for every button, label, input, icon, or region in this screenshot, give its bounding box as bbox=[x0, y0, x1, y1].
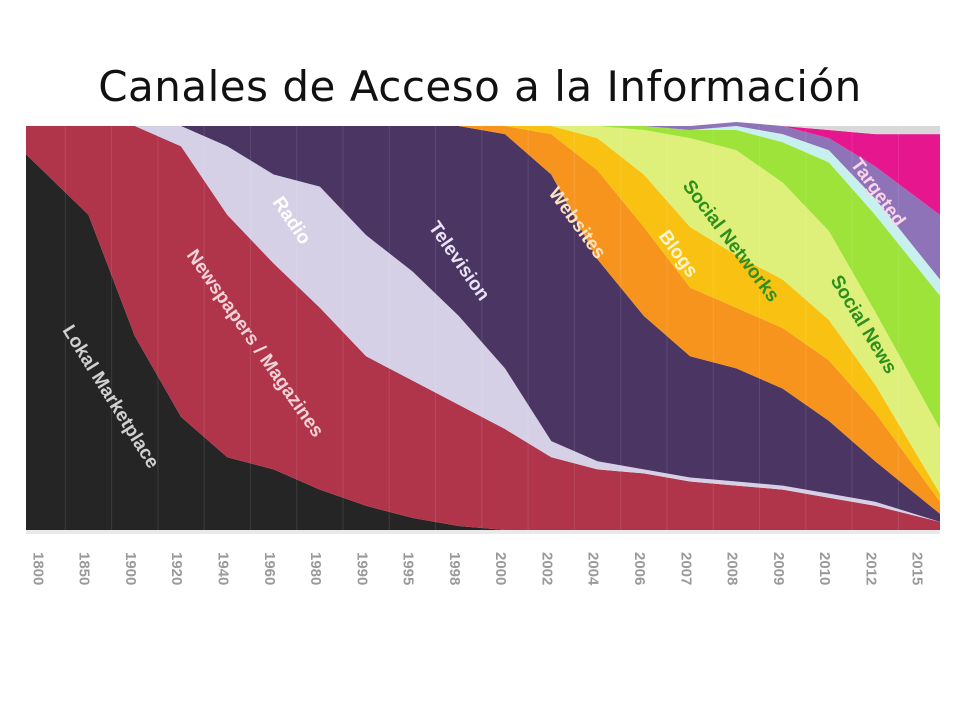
x-tick-label: 1960 bbox=[261, 552, 278, 585]
x-tick-label: 2007 bbox=[677, 552, 694, 585]
x-tick-label: 2000 bbox=[492, 552, 509, 585]
x-tick-label: 2006 bbox=[631, 552, 648, 585]
baseline-strip bbox=[26, 530, 940, 534]
x-tick-label: 1980 bbox=[307, 552, 324, 585]
x-tick-label: 2009 bbox=[770, 552, 787, 585]
x-tick-label: 1850 bbox=[76, 552, 93, 585]
x-tick-label: 2004 bbox=[585, 552, 602, 586]
stacked-area-chart: Lokal Marketplace Newspapers / MagazinesR… bbox=[26, 122, 946, 587]
x-tick-label: 2015 bbox=[909, 552, 926, 585]
area-television bbox=[26, 126, 940, 522]
x-tick-label: 1990 bbox=[353, 552, 370, 585]
x-tick-label: 1995 bbox=[400, 552, 417, 585]
chart-title: Canales de Acceso a la Información bbox=[98, 62, 862, 111]
vertical-grid bbox=[64, 126, 946, 530]
x-tick-label: 2010 bbox=[816, 552, 833, 585]
x-tick-label: 1900 bbox=[122, 552, 139, 585]
area-radio bbox=[26, 126, 940, 522]
x-axis-ticks: 1800 1850 1900 1920 1940 1960 1980 1990 1995 1998… bbox=[29, 552, 925, 586]
area-blogs bbox=[26, 126, 940, 502]
area-series bbox=[26, 122, 940, 531]
x-tick-label: 2012 bbox=[862, 552, 879, 585]
x-tick-label: 2008 bbox=[724, 552, 741, 585]
area-social-networks bbox=[26, 126, 940, 494]
x-tick-label: 2002 bbox=[539, 552, 556, 585]
area-newspapers-magazines bbox=[26, 126, 940, 530]
x-tick-label: 1940 bbox=[215, 552, 232, 585]
year-bands bbox=[26, 530, 940, 534]
area-lokal-marketplace bbox=[26, 154, 940, 531]
x-tick-label: 1800 bbox=[29, 552, 46, 585]
x-tick-label: 1998 bbox=[446, 552, 463, 585]
area-websites bbox=[26, 126, 940, 514]
x-tick-label: 1920 bbox=[168, 552, 185, 585]
